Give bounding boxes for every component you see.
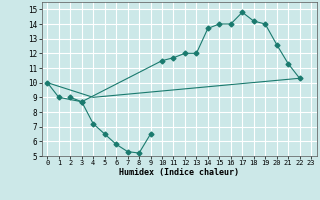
X-axis label: Humidex (Indice chaleur): Humidex (Indice chaleur) <box>119 168 239 177</box>
